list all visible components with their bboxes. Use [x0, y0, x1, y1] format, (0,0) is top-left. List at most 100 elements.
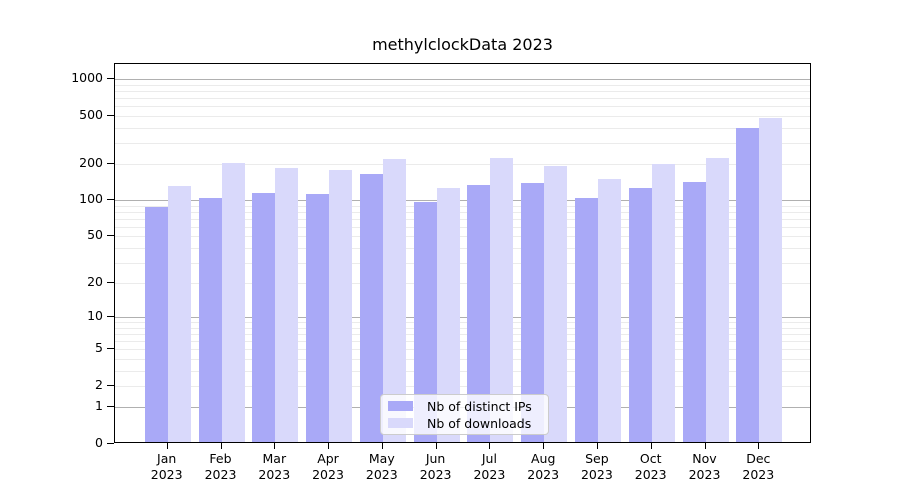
bar-downloads-feb [221, 163, 245, 442]
legend: Nb of distinct IPs Nb of downloads [380, 394, 549, 435]
y-tick-mark [107, 163, 114, 164]
x-tick-label: Aug 2023 [527, 451, 560, 482]
y-tick-label: 500 [79, 106, 103, 122]
y-gridline-minor [115, 205, 810, 207]
x-tick-mark [220, 443, 222, 449]
x-tick-mark [328, 443, 329, 449]
y-gridline-minor [115, 328, 810, 329]
y-gridline-minor [115, 164, 810, 165]
bar-downloads-apr [329, 169, 352, 442]
y-tick-label: 200 [79, 155, 103, 170]
bar-distinct-ips-feb [198, 198, 222, 442]
y-gridline-minor [115, 247, 810, 249]
y-gridline-minor [115, 212, 810, 213]
bars-layer [115, 64, 810, 442]
bar-distinct-ips-sep [574, 198, 598, 442]
y-gridline-minor [115, 84, 810, 86]
bar-distinct-ips-jan [144, 207, 168, 442]
y-gridline-minor [115, 127, 810, 129]
legend-label-distinct-ips: Nb of distinct IPs [427, 398, 532, 414]
bar-distinct-ips-jun [413, 202, 437, 442]
y-tick-mark [107, 316, 114, 318]
y-tick-label: 10 [87, 308, 103, 324]
y-tick-mark [107, 406, 114, 408]
x-tick-mark [758, 443, 760, 449]
legend-swatch-distinct-ips [388, 401, 413, 411]
y-tick-mark [107, 282, 114, 284]
bar-downloads-dec [759, 118, 783, 442]
y-gridline-minor [115, 227, 810, 228]
bar-distinct-ips-jul [467, 185, 491, 442]
y-tick-label: 2 [95, 377, 103, 392]
y-gridline-minor [115, 349, 810, 351]
y-gridline-major [115, 317, 810, 319]
bar-distinct-ips-oct [628, 187, 652, 442]
y-gridline-minor [115, 370, 810, 372]
y-gridline-minor [115, 386, 810, 387]
bar-distinct-ips-nov [682, 181, 706, 442]
x-tick-label: Mar 2023 [258, 451, 291, 482]
bar-distinct-ips-may [359, 173, 383, 442]
y-tick-mark [107, 199, 114, 201]
bar-distinct-ips-mar [252, 193, 276, 442]
bar-downloads-jun [436, 187, 460, 442]
y-tick-label: 1000 [71, 70, 103, 86]
legend-label-downloads: Nb of downloads [427, 415, 532, 431]
y-gridline-minor [115, 218, 810, 220]
y-tick-mark [107, 385, 114, 386]
y-tick-mark [107, 78, 114, 80]
bar-downloads-may [382, 158, 406, 442]
y-tick-mark [107, 114, 114, 116]
x-tick-label: Jul 2023 [473, 451, 506, 482]
x-tick-mark [381, 443, 383, 449]
bar-downloads-oct [651, 163, 675, 442]
x-tick-label: Jan 2023 [150, 451, 183, 482]
x-tick-label: Oct 2023 [634, 451, 667, 482]
bar-downloads-sep [597, 178, 621, 442]
x-tick-mark [166, 443, 168, 449]
gridlines-layer [115, 64, 810, 442]
y-gridline-minor [115, 91, 810, 92]
bar-downloads-nov [705, 158, 729, 442]
y-tick-label: 5 [95, 340, 103, 356]
y-gridline-minor [115, 142, 810, 144]
y-gridline-minor [115, 283, 810, 285]
bar-distinct-ips-dec [736, 128, 760, 442]
bar-downloads-mar [275, 168, 299, 442]
plot-area: Nb of distinct IPs Nb of downloads [114, 63, 811, 443]
y-gridline-minor [115, 334, 810, 336]
x-tick-mark [435, 443, 437, 449]
y-tick-label: 1 [95, 398, 103, 414]
y-tick-mark [107, 348, 114, 350]
chart-title: methylclockData 2023 [372, 35, 553, 54]
legend-item-downloads: Nb of downloads [388, 416, 548, 431]
y-gridline-minor [115, 236, 810, 238]
y-tick-label: 100 [79, 191, 103, 207]
x-tick-mark [596, 443, 598, 449]
y-gridline-minor [115, 98, 810, 99]
y-tick-label: 50 [87, 227, 103, 243]
x-tick-label: May 2023 [365, 451, 398, 482]
bar-downloads-aug [544, 165, 568, 442]
x-tick-label: Nov 2023 [688, 451, 721, 482]
x-tick-mark [274, 443, 276, 449]
y-gridline-minor [115, 322, 810, 324]
x-tick-mark [704, 443, 706, 449]
y-gridline-minor [115, 115, 810, 117]
bar-downloads-jan [167, 186, 191, 442]
x-tick-mark [543, 443, 545, 449]
y-tick-label: 20 [87, 274, 103, 290]
y-tick-mark [107, 235, 114, 237]
legend-swatch-downloads [388, 418, 413, 428]
x-tick-label: Dec 2023 [742, 451, 775, 482]
bar-downloads-jul [490, 157, 514, 442]
x-tick-label: Jun 2023 [419, 451, 452, 482]
x-tick-label: Sep 2023 [580, 451, 613, 482]
x-tick-label: Feb 2023 [204, 451, 237, 482]
bar-distinct-ips-apr [306, 194, 329, 442]
y-tick-mark [107, 443, 114, 444]
x-tick-label: Apr 2023 [312, 451, 344, 482]
y-gridline-minor [115, 262, 810, 264]
y-tick-label: 0 [95, 435, 103, 450]
y-gridline-major [115, 200, 810, 202]
